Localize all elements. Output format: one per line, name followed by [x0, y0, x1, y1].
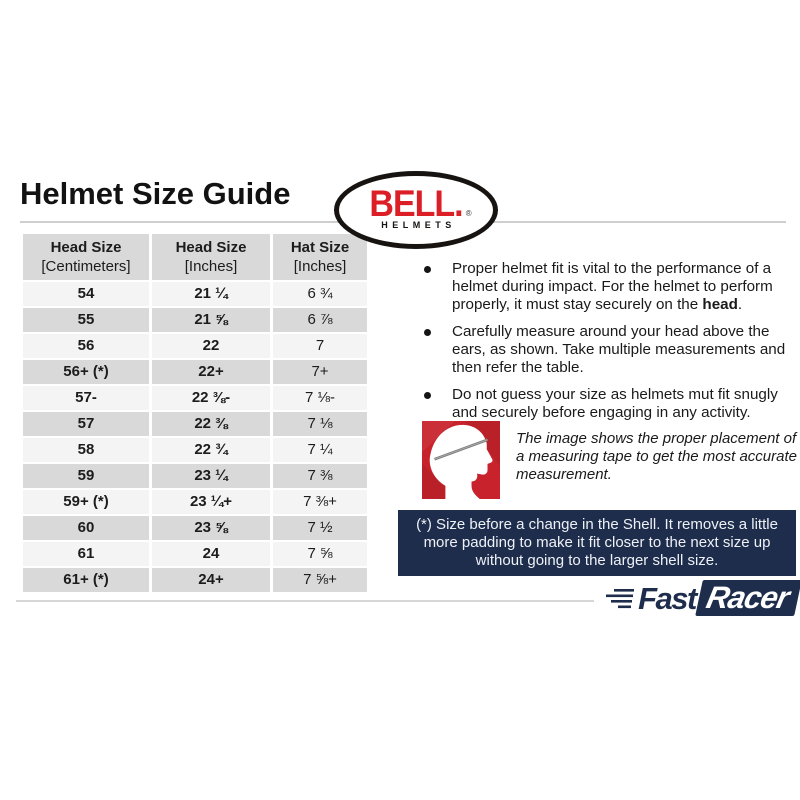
shell-size-note: (*) Size before a change in the Shell. I…	[398, 510, 796, 576]
cell-cm: 58	[23, 438, 149, 462]
cell-inches: 22	[152, 334, 270, 358]
cell-hat: 6 ¾	[273, 282, 367, 306]
table-row: 59+ (*) 23 ¼+ 7 ⅜+	[23, 490, 367, 514]
table-row: 57- 22 ⅜- 7 ⅛-	[23, 386, 367, 410]
bullet-text: Proper helmet fit is vital to the perfor…	[452, 260, 773, 313]
cell-cm: 59+ (*)	[23, 490, 149, 514]
cell-hat: 7 ¼	[273, 438, 367, 462]
bell-logo-wordmark: BELL. ®	[369, 182, 472, 225]
bullet-text: Do not guess your size as helmets mut fi…	[452, 386, 778, 421]
fastracer-fast-text: Fast	[638, 580, 697, 616]
cell-inches: 23 ¼	[152, 464, 270, 488]
table-row: 61 24 7 ⅝	[23, 542, 367, 566]
cell-cm: 57	[23, 412, 149, 436]
cell-cm: 60	[23, 516, 149, 540]
cell-inches: 22+	[152, 360, 270, 384]
cell-inches: 23 ¼+	[152, 490, 270, 514]
head-measurement-icon	[422, 421, 500, 499]
cell-cm: 61+ (*)	[23, 568, 149, 592]
speed-lines-icon	[606, 589, 635, 609]
cell-hat: 7+	[273, 360, 367, 384]
cell-inches: 21 ¼	[152, 282, 270, 306]
cell-hat: 7 ⅛	[273, 412, 367, 436]
list-item: Do not guess your size as helmets mut fi…	[402, 386, 798, 422]
footer-divider	[16, 600, 790, 602]
table-row: 61+ (*) 24+ 7 ⅝+	[23, 568, 367, 592]
page-title: Helmet Size Guide	[20, 176, 291, 211]
fit-instructions-list: Proper helmet fit is vital to the perfor…	[402, 260, 798, 431]
cell-inches: 22 ¾	[152, 438, 270, 462]
cell-cm: 56+ (*)	[23, 360, 149, 384]
cell-inches: 22 ⅜	[152, 412, 270, 436]
bullet-icon	[424, 392, 431, 399]
col-header-head-size-cm: Head Size [Centimeters]	[23, 234, 149, 280]
cell-hat: 7 ⅜+	[273, 490, 367, 514]
col-header-hat-size-in: Hat Size [Inches]	[273, 234, 367, 280]
cell-cm: 57-	[23, 386, 149, 410]
bullet-text: Carefully measure around your head above…	[452, 323, 786, 376]
registered-trademark-icon: ®	[465, 207, 472, 218]
bullet-icon	[424, 329, 431, 336]
bullet-icon	[424, 266, 431, 273]
cell-hat: 6 ⅞	[273, 308, 367, 332]
cell-cm: 56	[23, 334, 149, 358]
cell-inches: 23 ⅝	[152, 516, 270, 540]
cell-hat: 7	[273, 334, 367, 358]
cell-hat: 7 ⅝+	[273, 568, 367, 592]
cell-cm: 59	[23, 464, 149, 488]
cell-inches: 24+	[152, 568, 270, 592]
bell-logo-helmets-text: HELMETS	[381, 220, 456, 231]
measurement-figure-row: The image shows the proper placement of …	[422, 421, 800, 499]
col-header-head-size-in: Head Size [Inches]	[152, 234, 270, 280]
cell-inches: 24	[152, 542, 270, 566]
table-row: 56 22 7	[23, 334, 367, 358]
cell-cm: 55	[23, 308, 149, 332]
list-item: Carefully measure around your head above…	[402, 323, 798, 377]
cell-hat: 7 ½	[273, 516, 367, 540]
figure-caption: The image shows the proper placement of …	[516, 430, 797, 483]
table-row: 56+ (*) 22+ 7+	[23, 360, 367, 384]
cell-inches: 21 ⅝	[152, 308, 270, 332]
cell-inches: 22 ⅜-	[152, 386, 270, 410]
helmet-size-table: Head Size [Centimeters] Head Size [Inches]…	[20, 232, 370, 594]
table-header-row: Head Size [Centimeters] Head Size [Inches]…	[23, 234, 367, 280]
fastracer-racer-box: Racer	[694, 580, 800, 616]
bell-helmets-logo: BELL. ® HELMETS	[334, 171, 498, 249]
cell-hat: 7 ⅛-	[273, 386, 367, 410]
cell-hat: 7 ⅜	[273, 464, 367, 488]
cell-cm: 61	[23, 542, 149, 566]
cell-cm: 54	[23, 282, 149, 306]
fastracer-racer-text: Racer	[703, 580, 792, 615]
cell-hat: 7 ⅝	[273, 542, 367, 566]
fastracer-logo: Fast Racer	[594, 580, 800, 616]
list-item: Proper helmet fit is vital to the perfor…	[402, 260, 798, 314]
